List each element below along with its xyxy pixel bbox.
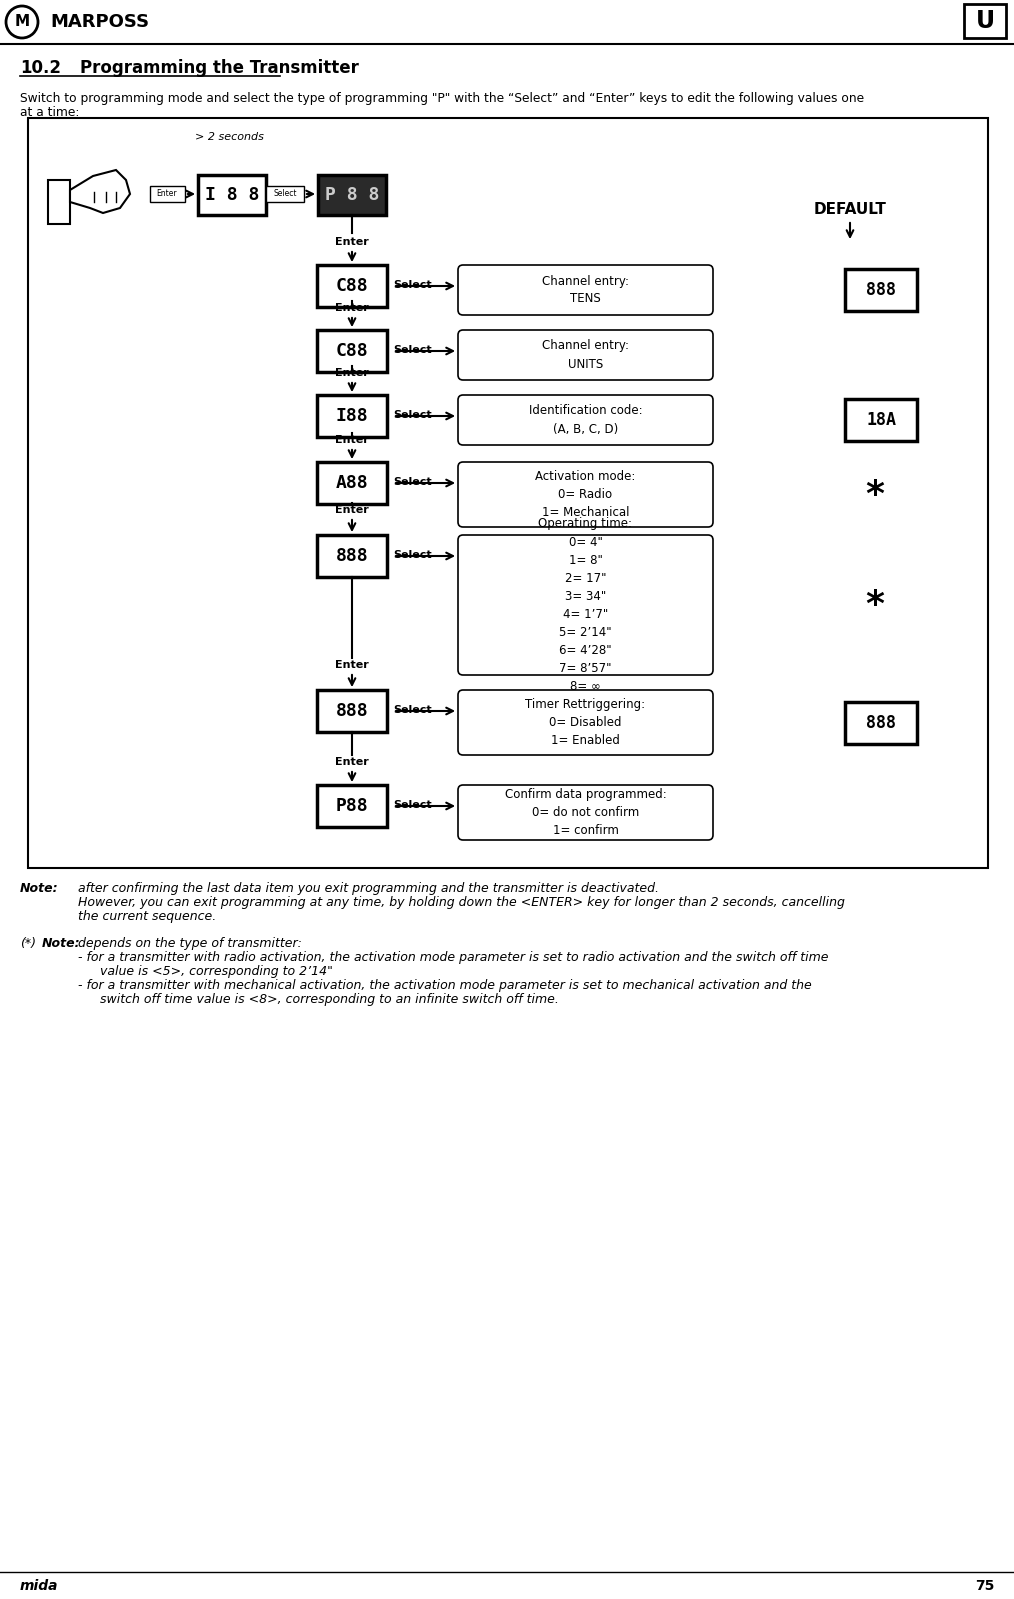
FancyBboxPatch shape bbox=[458, 462, 713, 528]
Text: Confirm data programmed:
0= do not confirm
1= confirm: Confirm data programmed: 0= do not confi… bbox=[505, 788, 666, 836]
Text: 18A: 18A bbox=[866, 411, 896, 429]
Text: value is <5>, corresponding to 2’14": value is <5>, corresponding to 2’14" bbox=[92, 966, 333, 979]
Text: I88: I88 bbox=[336, 408, 368, 425]
Text: *: * bbox=[866, 588, 884, 622]
FancyBboxPatch shape bbox=[458, 691, 713, 755]
Text: However, you can exit programming at any time, by holding down the <ENTER> key f: However, you can exit programming at any… bbox=[78, 895, 845, 908]
Text: - for a transmitter with mechanical activation, the activation mode parameter is: - for a transmitter with mechanical acti… bbox=[78, 979, 812, 991]
Text: Enter: Enter bbox=[335, 756, 369, 768]
Text: switch off time value is <8>, corresponding to an infinite switch off time.: switch off time value is <8>, correspond… bbox=[92, 993, 559, 1006]
Text: Select: Select bbox=[273, 190, 297, 198]
Text: Timer Rettriggering:
0= Disabled
1= Enabled: Timer Rettriggering: 0= Disabled 1= Enab… bbox=[525, 699, 646, 747]
Text: after confirming the last data item you exit programming and the transmitter is : after confirming the last data item you … bbox=[78, 883, 659, 895]
Bar bbox=[845, 269, 917, 310]
Bar bbox=[48, 181, 70, 224]
Text: 888: 888 bbox=[866, 713, 896, 731]
Text: U: U bbox=[975, 10, 995, 34]
Text: M: M bbox=[14, 14, 29, 29]
Text: Programming the Transmitter: Programming the Transmitter bbox=[80, 59, 359, 77]
Text: P88: P88 bbox=[336, 796, 368, 815]
Text: Select: Select bbox=[393, 800, 432, 811]
Text: at a time:: at a time: bbox=[20, 106, 79, 118]
FancyBboxPatch shape bbox=[458, 536, 713, 675]
Text: Operating time:
0= 4"
1= 8"
2= 17"
3= 34"
4= 1’7"
5= 2’14"
6= 4’28"
7= 8’57"
8= : Operating time: 0= 4" 1= 8" 2= 17" 3= 34… bbox=[538, 518, 633, 692]
Text: Identification code:
(A, B, C, D): Identification code: (A, B, C, D) bbox=[528, 405, 642, 435]
Bar bbox=[317, 691, 387, 732]
FancyBboxPatch shape bbox=[458, 785, 713, 839]
Text: 888: 888 bbox=[336, 547, 368, 564]
Text: Switch to programming mode and select the type of programming "P" with the “Sele: Switch to programming mode and select th… bbox=[20, 93, 864, 106]
Bar bbox=[317, 329, 387, 373]
Text: Select: Select bbox=[393, 705, 432, 715]
Text: A88: A88 bbox=[336, 473, 368, 492]
Text: the current sequence.: the current sequence. bbox=[78, 910, 216, 923]
Text: 75: 75 bbox=[974, 1578, 994, 1593]
Bar bbox=[318, 174, 386, 214]
Text: MARPOSS: MARPOSS bbox=[50, 13, 149, 30]
Bar bbox=[845, 702, 917, 744]
Text: DEFAULT: DEFAULT bbox=[813, 203, 886, 217]
Text: Note:: Note: bbox=[42, 937, 81, 950]
Bar bbox=[28, 118, 988, 868]
Bar bbox=[317, 265, 387, 307]
FancyBboxPatch shape bbox=[458, 395, 713, 445]
Text: Channel entry:
TENS: Channel entry: TENS bbox=[542, 275, 629, 305]
Text: - for a transmitter with radio activation, the activation mode parameter is set : - for a transmitter with radio activatio… bbox=[78, 951, 828, 964]
Text: C88: C88 bbox=[336, 342, 368, 360]
Text: > 2 seconds: > 2 seconds bbox=[195, 133, 264, 142]
Bar bbox=[150, 185, 185, 201]
Text: Enter: Enter bbox=[335, 505, 369, 515]
Text: Note:: Note: bbox=[20, 883, 59, 895]
FancyBboxPatch shape bbox=[458, 265, 713, 315]
Text: Select: Select bbox=[393, 550, 432, 560]
Text: Enter: Enter bbox=[157, 190, 177, 198]
Polygon shape bbox=[70, 169, 130, 213]
Circle shape bbox=[6, 6, 38, 38]
FancyBboxPatch shape bbox=[458, 329, 713, 381]
Text: Channel entry:
UNITS: Channel entry: UNITS bbox=[542, 339, 629, 371]
Text: Select: Select bbox=[393, 477, 432, 488]
Text: Select: Select bbox=[393, 280, 432, 289]
Text: I 8 8: I 8 8 bbox=[205, 185, 260, 205]
Text: 10.2: 10.2 bbox=[20, 59, 61, 77]
Bar bbox=[266, 185, 304, 201]
Bar bbox=[198, 174, 266, 214]
Text: mida: mida bbox=[20, 1578, 59, 1593]
Text: 888: 888 bbox=[866, 281, 896, 299]
Text: Enter: Enter bbox=[335, 368, 369, 377]
Text: 888: 888 bbox=[336, 702, 368, 720]
Text: Enter: Enter bbox=[335, 302, 369, 313]
Text: Select: Select bbox=[393, 409, 432, 421]
Text: (*): (*) bbox=[20, 937, 37, 950]
Bar bbox=[317, 462, 387, 504]
Text: Select: Select bbox=[393, 345, 432, 355]
Bar bbox=[317, 785, 387, 827]
Text: Enter: Enter bbox=[335, 237, 369, 246]
Text: depends on the type of transmitter:: depends on the type of transmitter: bbox=[78, 937, 302, 950]
Text: Activation mode:
0= Radio
1= Mechanical: Activation mode: 0= Radio 1= Mechanical bbox=[535, 470, 636, 520]
Text: C88: C88 bbox=[336, 277, 368, 294]
Text: Enter: Enter bbox=[335, 435, 369, 445]
Bar bbox=[845, 400, 917, 441]
Bar bbox=[964, 5, 1006, 38]
Bar bbox=[317, 536, 387, 577]
Text: *: * bbox=[866, 478, 884, 512]
Text: P 8 8: P 8 8 bbox=[324, 185, 379, 205]
Bar bbox=[317, 395, 387, 437]
Text: Enter: Enter bbox=[335, 660, 369, 670]
